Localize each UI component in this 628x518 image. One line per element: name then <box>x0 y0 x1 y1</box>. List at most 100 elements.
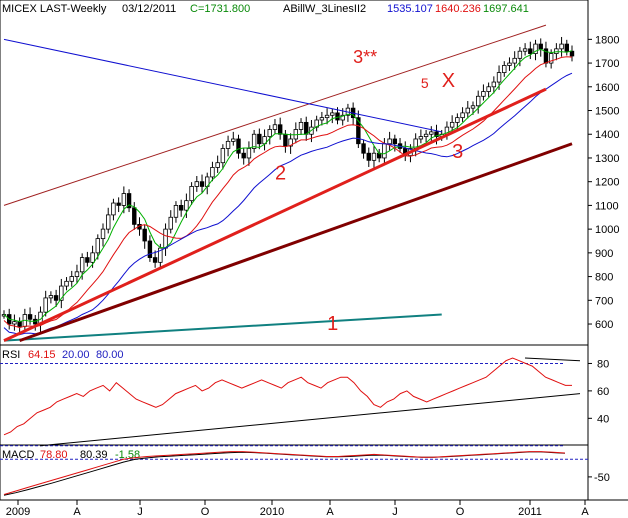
price-candle <box>361 143 366 154</box>
trendline-2 <box>3 87 547 342</box>
price-candle <box>434 131 439 138</box>
ma-blue-line <box>3 72 573 336</box>
blue-resistance-line <box>3 38 442 133</box>
price-candle <box>173 205 179 218</box>
price-candle <box>64 280 69 287</box>
price-candle <box>199 181 205 187</box>
x-tick-label: 2010 <box>260 506 284 518</box>
price-candle <box>548 53 554 64</box>
x-tick-label: O <box>201 506 210 518</box>
price-candle <box>371 152 377 161</box>
price-candle <box>121 193 127 206</box>
price-candle <box>564 43 569 52</box>
price-candle <box>210 167 215 178</box>
price-candle <box>111 202 116 216</box>
price-candle <box>481 91 486 97</box>
x-tick-label: A <box>73 506 81 518</box>
macd-legend-signal: 80.39 <box>80 449 108 461</box>
price-candle <box>569 50 575 57</box>
annotation-label: 3** <box>353 47 377 67</box>
price-candle <box>340 114 345 121</box>
price-y-tick-label: 1700 <box>595 58 619 70</box>
price-candle <box>236 138 241 154</box>
price-candle <box>126 193 132 209</box>
rsi-top-line <box>524 357 581 362</box>
price-candle <box>95 238 100 254</box>
x-tick-label: O <box>456 506 465 518</box>
line-value-green: 1697.641 <box>483 3 529 15</box>
chart-date: 03/12/2011 <box>122 3 176 15</box>
macd-legend-name: MACD <box>2 449 34 461</box>
price-candle <box>324 114 330 119</box>
rsi-trendline <box>39 393 581 447</box>
price-y-tick-label: 800 <box>595 272 613 284</box>
price-candle <box>163 228 168 249</box>
rsi-panel-frame <box>0 344 589 446</box>
price-candle <box>538 43 543 50</box>
ma-green-line <box>3 48 573 323</box>
price-candle <box>304 121 309 135</box>
annotation-label: 2 <box>275 162 286 184</box>
price-candle <box>283 133 288 147</box>
price-candle <box>85 257 90 263</box>
price-candle <box>178 205 184 211</box>
price-candle <box>366 152 371 161</box>
price-candle <box>512 57 517 64</box>
x-tick-label: J <box>392 506 398 518</box>
price-candle <box>189 186 194 202</box>
close-value: C=1731.800 <box>190 3 250 15</box>
price-candle <box>17 321 22 327</box>
price-y-tick-label: 700 <box>595 295 613 307</box>
price-candle <box>27 314 33 320</box>
price-candle <box>106 214 111 230</box>
price-candle <box>184 200 189 211</box>
price-layer: 1 2 3 3** 5 X <box>1 24 575 343</box>
price-candle <box>533 43 538 54</box>
price-candle <box>257 133 262 145</box>
price-candle <box>455 117 460 123</box>
price-candle <box>168 216 173 230</box>
price-candle <box>559 43 564 50</box>
price-candle <box>330 112 335 116</box>
price-candle <box>528 48 533 54</box>
price-candle <box>267 129 272 138</box>
rsi-layer <box>0 357 581 447</box>
line-value-blue: 1535.107 <box>387 3 433 15</box>
price-candle <box>48 295 54 299</box>
price-candle <box>277 124 283 135</box>
price-candle <box>517 50 523 59</box>
price-candle <box>147 240 153 258</box>
ma-red-line <box>3 56 573 329</box>
rsi-y-tick-label: 40 <box>597 413 609 425</box>
price-y-tick-label: 1600 <box>595 82 619 94</box>
price-candle <box>215 162 220 168</box>
price-y-tick-label: 1500 <box>595 106 619 118</box>
price-candle <box>449 121 455 128</box>
trendline-3 <box>19 142 573 343</box>
price-y-tick-label: 600 <box>595 319 613 331</box>
price-candle <box>465 107 470 114</box>
price-candle <box>225 140 231 149</box>
macd-y-tick-label: -50 <box>594 472 610 484</box>
annotation-label: 5 <box>421 75 429 91</box>
price-candle <box>90 252 95 263</box>
price-candle <box>272 124 278 130</box>
price-candle <box>356 117 361 145</box>
price-candle <box>79 257 85 273</box>
price-candle <box>502 65 507 73</box>
price-candle <box>158 247 163 263</box>
price-candle <box>43 297 48 313</box>
chart-symbol: MICEX LAST-Weekly <box>2 3 107 15</box>
price-y-tick-label: 1000 <box>595 224 619 236</box>
price-candle <box>74 271 80 277</box>
price-candle <box>100 228 106 240</box>
price-candle <box>418 136 424 140</box>
price-candle <box>491 81 497 88</box>
channel-upper-line <box>3 24 547 206</box>
rsi-line <box>3 357 572 436</box>
price-candle <box>220 148 226 164</box>
macd-line <box>3 451 566 495</box>
price-candle <box>460 112 465 119</box>
x-tick-label: A <box>581 506 589 518</box>
